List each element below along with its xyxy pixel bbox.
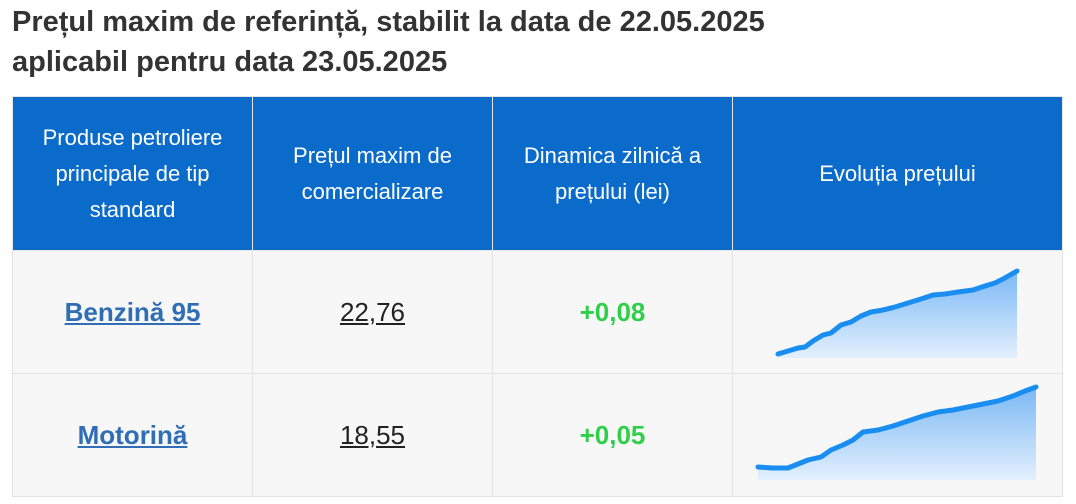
sparkline-line (775, 268, 1020, 357)
sparkline-line (755, 384, 1039, 471)
cell: 18,55 (252, 373, 493, 497)
cell: +0,08 (492, 250, 733, 374)
daily-change: +0,08 (579, 296, 646, 327)
page-title: Prețul maxim de referință, stabilit la d… (12, 2, 765, 82)
sparkline-area (758, 387, 1036, 480)
table-row: Motorină 18,55 +0,05 (12, 373, 1063, 497)
column-header: Dinamica zilnică a prețului (lei) (492, 96, 733, 251)
column-header: Produse petroliere principale de tip sta… (12, 96, 253, 251)
table-row: Benzină 95 22,76 +0,08 (12, 250, 1063, 374)
title-line: Prețul maxim de referință, stabilit la d… (12, 6, 765, 38)
price: 22,76 (339, 296, 406, 327)
product-link[interactable]: Motorină (77, 419, 188, 450)
daily-change: +0,05 (579, 419, 646, 450)
sparkline-area (778, 271, 1017, 358)
cell (732, 250, 1063, 374)
cell: 22,76 (252, 250, 493, 374)
sparkline (775, 268, 1020, 358)
product-link[interactable]: Benzină 95 (64, 296, 201, 327)
column-header: Evoluția prețului (732, 96, 1063, 251)
column-header: Prețul maxim de comercializare (252, 96, 493, 251)
sparkline (755, 384, 1039, 480)
title-line: aplicabil pentru data 23.05.2025 (12, 46, 448, 78)
cell: Benzină 95 (12, 250, 253, 374)
price-table: Produse petroliere principale de tip sta… (12, 96, 1063, 497)
price: 18,55 (339, 419, 406, 450)
cell (732, 373, 1063, 497)
cell: Motorină (12, 373, 253, 497)
header-row: Produse petroliere principale de tip sta… (12, 96, 1063, 251)
cell: +0,05 (492, 373, 733, 497)
